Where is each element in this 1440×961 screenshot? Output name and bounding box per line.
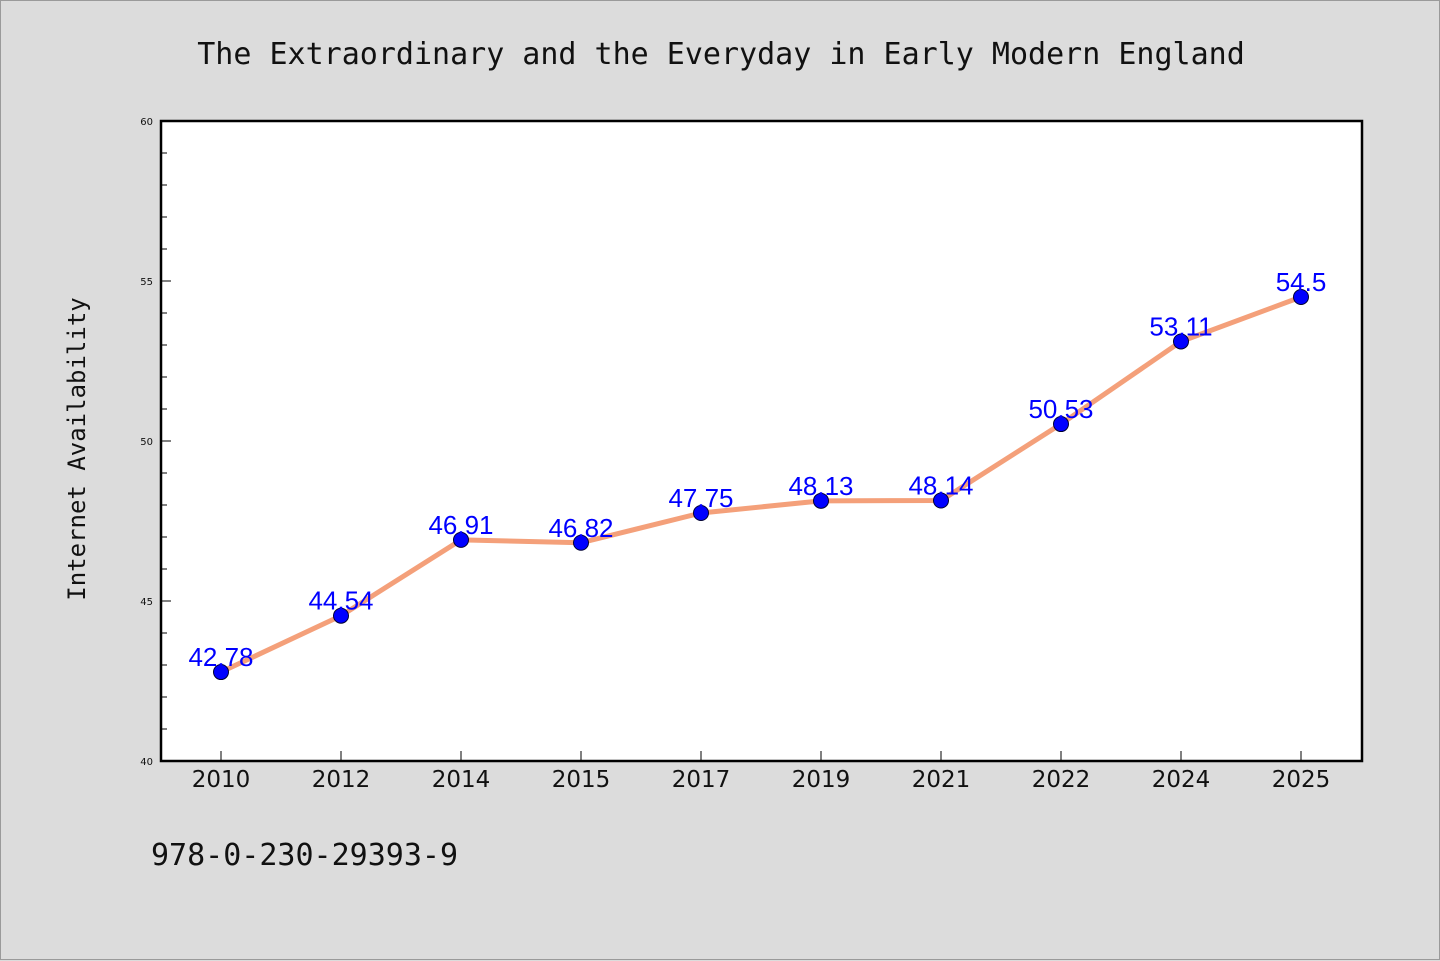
data-point	[693, 505, 709, 521]
x-tick-label: 2014	[432, 767, 491, 793]
x-tick-label: 2010	[192, 767, 251, 793]
data-point	[813, 492, 829, 509]
plot-area	[159, 119, 1364, 763]
x-tick-label: 2019	[792, 767, 851, 793]
data-label: 48.14	[908, 471, 973, 501]
data-point	[933, 492, 949, 509]
data-label: 46.82	[548, 513, 613, 543]
data-point	[213, 664, 229, 681]
x-tick-label: 2015	[552, 767, 611, 793]
data-label: 44.54	[308, 586, 373, 616]
chart-title: The Extraordinary and the Everyday in Ea…	[197, 37, 1245, 72]
x-tick-label: 2025	[1272, 767, 1331, 793]
data-label: 50.53	[1028, 394, 1093, 424]
data-label: 47.75	[668, 483, 733, 513]
x-tick-label: 2017	[672, 767, 731, 793]
data-point	[1293, 289, 1309, 305]
x-axis: 2010 2012 2014 2015 2017 2019 2021 2022 2024 2025	[192, 751, 1331, 793]
data-point	[453, 531, 469, 548]
y-tick-label: 60	[140, 117, 153, 128]
data-label: 54.5	[1276, 267, 1327, 297]
x-tick-label: 2024	[1152, 767, 1211, 793]
y-tick-label: 50	[140, 437, 153, 448]
y-tick-label: 55	[140, 277, 153, 288]
x-tick-label: 2022	[1032, 767, 1091, 793]
data-point	[1173, 333, 1189, 350]
x-tick-label: 2012	[312, 767, 371, 793]
y-tick-label: 45	[140, 597, 153, 608]
data-label: 46.91	[428, 510, 493, 540]
data-label: 48.13	[788, 471, 853, 501]
data-label: 42.78	[188, 642, 253, 672]
data-point	[573, 534, 589, 551]
x-tick-label: 2021	[912, 767, 971, 793]
data-point	[1053, 416, 1069, 433]
series-line-layer	[218, 294, 1304, 675]
data-label: 53.11	[1149, 311, 1212, 341]
series-line	[218, 294, 1304, 675]
marker-layer	[213, 289, 1309, 681]
y-axis-label: Internet Availability	[63, 297, 91, 600]
y-axis: 40 45 50 55 60	[140, 117, 171, 768]
y-tick-label: 40	[140, 757, 153, 768]
data-point	[333, 607, 349, 624]
data-label-layer: 42.78 44.54 46.91 46.82 47.75 48.13 48.14 50.53…	[188, 267, 1326, 672]
isbn-text: 978-0-230-29393-9	[151, 838, 458, 873]
